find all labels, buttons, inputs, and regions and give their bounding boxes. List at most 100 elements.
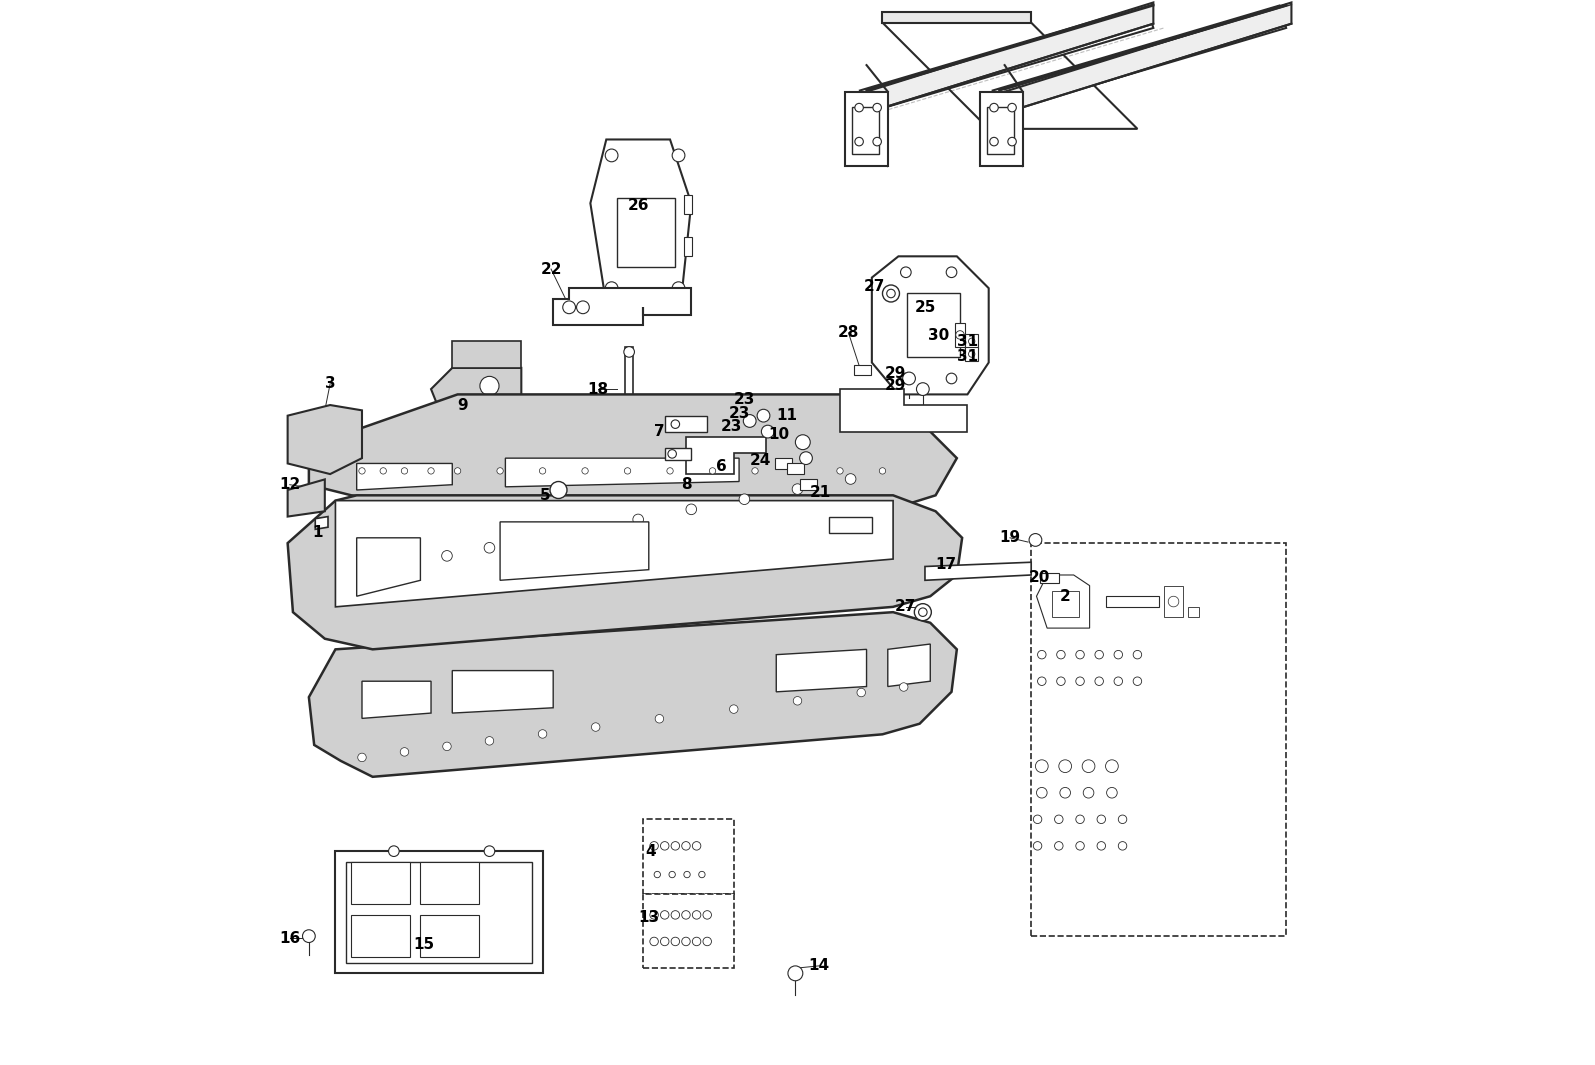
Circle shape (668, 871, 675, 878)
FancyBboxPatch shape (965, 346, 978, 361)
Text: 20: 20 (1029, 570, 1051, 585)
Polygon shape (335, 851, 542, 973)
Polygon shape (501, 522, 649, 580)
Circle shape (1075, 651, 1085, 659)
Polygon shape (925, 562, 1032, 580)
Circle shape (1059, 787, 1070, 798)
Polygon shape (453, 671, 553, 714)
Circle shape (649, 911, 659, 919)
Circle shape (389, 846, 399, 856)
Circle shape (1075, 677, 1085, 686)
FancyBboxPatch shape (421, 862, 478, 904)
Circle shape (1097, 815, 1105, 823)
FancyBboxPatch shape (1053, 591, 1078, 618)
Circle shape (660, 911, 668, 919)
Circle shape (1056, 677, 1065, 686)
Circle shape (671, 937, 679, 946)
Polygon shape (309, 394, 957, 527)
Circle shape (1034, 815, 1042, 823)
FancyBboxPatch shape (346, 862, 533, 963)
Circle shape (917, 382, 930, 395)
Circle shape (1038, 651, 1046, 659)
Text: 30: 30 (928, 328, 949, 344)
Circle shape (539, 730, 547, 738)
Text: 28: 28 (837, 325, 860, 341)
Polygon shape (882, 12, 1032, 22)
Circle shape (1008, 137, 1016, 146)
Circle shape (1118, 841, 1126, 850)
Bar (643, 894, 734, 968)
Polygon shape (665, 415, 707, 431)
Polygon shape (841, 389, 968, 431)
Circle shape (605, 149, 617, 162)
Circle shape (563, 301, 576, 314)
Circle shape (380, 468, 386, 474)
Circle shape (1075, 841, 1085, 850)
FancyBboxPatch shape (775, 458, 793, 469)
Text: 1: 1 (313, 525, 322, 540)
Circle shape (624, 346, 635, 357)
Text: 31: 31 (957, 333, 978, 349)
Text: 12: 12 (279, 477, 300, 492)
Polygon shape (287, 479, 325, 517)
Circle shape (1105, 759, 1118, 772)
Text: 4: 4 (646, 843, 656, 858)
Circle shape (1034, 841, 1042, 850)
Circle shape (743, 414, 756, 427)
FancyBboxPatch shape (955, 324, 965, 346)
Circle shape (400, 748, 408, 756)
Text: 5: 5 (539, 488, 550, 503)
Circle shape (498, 468, 504, 474)
Circle shape (799, 452, 812, 464)
Polygon shape (845, 92, 888, 166)
Circle shape (671, 841, 679, 850)
Circle shape (649, 841, 659, 850)
Text: 26: 26 (627, 198, 649, 213)
FancyBboxPatch shape (421, 915, 478, 957)
Circle shape (654, 871, 660, 878)
Text: 29: 29 (885, 365, 906, 380)
Text: 23: 23 (734, 392, 754, 407)
Circle shape (990, 137, 998, 146)
Polygon shape (431, 367, 522, 442)
Circle shape (887, 290, 895, 298)
Circle shape (900, 683, 908, 691)
Polygon shape (309, 612, 957, 776)
Circle shape (1029, 534, 1042, 546)
FancyBboxPatch shape (786, 463, 804, 474)
Circle shape (357, 567, 367, 577)
Circle shape (855, 103, 863, 112)
Circle shape (738, 494, 750, 505)
Text: 27: 27 (863, 279, 885, 294)
Text: 13: 13 (638, 910, 659, 924)
Circle shape (919, 608, 927, 617)
Text: 18: 18 (587, 381, 608, 396)
Circle shape (667, 468, 673, 474)
Circle shape (1054, 815, 1062, 823)
Circle shape (1081, 759, 1094, 772)
Polygon shape (625, 346, 633, 426)
Polygon shape (287, 405, 362, 474)
Circle shape (681, 911, 691, 919)
Circle shape (1054, 841, 1062, 850)
Circle shape (649, 937, 659, 946)
Circle shape (671, 149, 684, 162)
Circle shape (480, 376, 499, 395)
Text: 8: 8 (681, 477, 691, 492)
Circle shape (955, 330, 965, 339)
Circle shape (1118, 815, 1126, 823)
Text: 14: 14 (809, 958, 829, 973)
FancyBboxPatch shape (684, 195, 692, 214)
Circle shape (968, 350, 975, 357)
Circle shape (729, 705, 738, 714)
Polygon shape (992, 5, 1286, 113)
Circle shape (901, 267, 911, 278)
Circle shape (1094, 677, 1104, 686)
Circle shape (794, 468, 801, 474)
Polygon shape (829, 517, 872, 532)
Polygon shape (777, 650, 866, 692)
Circle shape (455, 468, 461, 474)
Circle shape (857, 688, 866, 697)
Circle shape (872, 103, 882, 112)
Circle shape (1097, 841, 1105, 850)
